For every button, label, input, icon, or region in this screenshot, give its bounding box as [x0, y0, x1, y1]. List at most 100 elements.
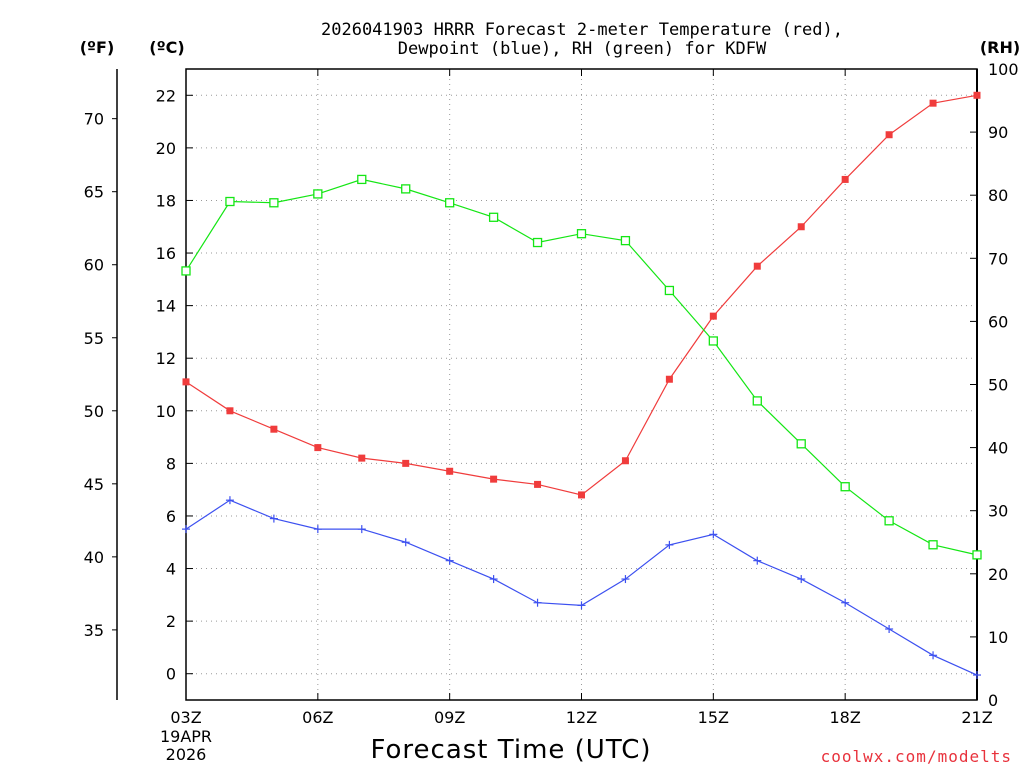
dewpoint-point [313, 525, 322, 534]
temperature-point [358, 454, 366, 462]
rh-axis-tick-label: 10 [988, 628, 1008, 647]
rh-axis-tick-label: 80 [988, 186, 1008, 205]
f-axis-tick-label: 55 [84, 329, 104, 348]
rh-axis-tick-label: 20 [988, 565, 1008, 584]
f-axis-tick-label: 50 [84, 402, 104, 421]
c-axis-tick-label: 12 [156, 349, 176, 368]
celsius-axis-label: (ºC) [149, 38, 184, 57]
rh-point [401, 184, 411, 194]
x-axis-tick-label: 15Z [698, 708, 729, 727]
rh-point [313, 189, 323, 199]
rh-point [488, 212, 499, 222]
rh-point [752, 396, 762, 406]
temperature-point [446, 467, 454, 475]
c-axis-tick-label: 14 [156, 297, 176, 316]
temperature-point [797, 223, 805, 231]
rh-point [972, 550, 982, 560]
temperature-point [270, 425, 278, 433]
rh-point [708, 336, 718, 346]
f-axis-tick-label: 65 [84, 183, 104, 202]
date-label-year: 2026 [166, 745, 207, 764]
temperature-point [314, 444, 322, 452]
series-layer [181, 91, 982, 680]
c-axis-tick-label: 0 [166, 665, 176, 684]
temperature-point [753, 262, 761, 270]
fahrenheit-axis-label: (ºF) [80, 38, 115, 57]
temperature-point [841, 175, 849, 183]
rh-point [269, 198, 279, 208]
dewpoint-point [885, 625, 894, 634]
x-axis-tick-label: 21Z [961, 708, 992, 727]
temperature-point [885, 131, 893, 139]
rh-point [576, 229, 587, 239]
rh-point [884, 516, 894, 526]
c-axis-tick-label: 16 [156, 244, 176, 263]
f-axis-tick-label: 60 [84, 256, 104, 275]
dewpoint-point [973, 671, 981, 680]
rh-axis-label: (RH) [980, 38, 1020, 57]
chart-title-line2: Dewpoint (blue), RH (green) for KDFW [398, 39, 767, 59]
dewpoint-point [797, 575, 806, 584]
rh-axis-tick-label: 50 [988, 376, 1008, 395]
dewpoint-point [357, 525, 366, 534]
rh-axis-tick-label: 60 [988, 312, 1008, 331]
x-axis-title: Forecast Time (UTC) [370, 735, 651, 765]
rh-point [664, 285, 675, 296]
date-label-day: 19APR [160, 727, 212, 746]
x-axis-tick-label: 18Z [830, 708, 861, 727]
rh-axis-tick-label: 70 [988, 249, 1008, 268]
c-axis-tick-label: 10 [156, 402, 176, 421]
ticks-layer: 0 2 4 6 8 10 12 14 16 18 20 22 03Z 06Z 09Z 12Z 15Z 18Z 21Z… [84, 60, 1019, 727]
temperature-point [929, 99, 937, 107]
dewpoint-point [577, 601, 586, 610]
dewpoint-point [929, 651, 938, 660]
x-axis-tick-label: 09Z [434, 708, 465, 727]
temperature-point [534, 480, 542, 488]
rh-point [796, 439, 806, 449]
c-axis-tick-label: 2 [166, 612, 176, 631]
temperature-point [226, 407, 234, 415]
f-axis-tick-label: 45 [84, 475, 104, 494]
dewpoint-point [269, 514, 278, 523]
temperature-point [665, 375, 673, 383]
rh-axis-tick-label: 90 [988, 123, 1008, 142]
credit-link[interactable]: coolwx.com/modelts [821, 747, 1012, 766]
rh-point [357, 174, 367, 185]
temperature-point [621, 457, 629, 465]
c-axis-tick-label: 22 [156, 86, 176, 105]
rh-point [445, 198, 455, 208]
rh-point [181, 266, 191, 276]
rh-point [840, 482, 850, 492]
dewpoint-point [489, 575, 498, 584]
dewpoint-point [621, 575, 630, 584]
dewpoint-point [665, 540, 674, 549]
dewpoint-point [709, 530, 718, 539]
f-axis-tick-label: 35 [84, 621, 104, 640]
rh-point [532, 237, 543, 248]
x-axis-tick-label: 03Z [170, 708, 201, 727]
dewpoint-point [225, 496, 234, 505]
temperature-point [578, 491, 585, 499]
rh-axis-tick-label: 0 [988, 691, 998, 710]
f-axis-tick-label: 70 [84, 110, 104, 129]
rh-point [928, 540, 938, 550]
chart-title-line1: 2026041903 HRRR Forecast 2-meter Tempera… [321, 20, 843, 40]
rh-axis-tick-label: 30 [988, 502, 1008, 521]
dewpoint-point [841, 598, 850, 607]
dewpoint-point [401, 538, 410, 547]
temperature-point [490, 475, 498, 483]
rh-axis-tick-label: 40 [988, 439, 1008, 458]
grid-layer [186, 69, 977, 700]
c-axis-tick-label: 8 [166, 454, 176, 473]
x-axis-tick-label: 12Z [566, 708, 597, 727]
dewpoint-point [182, 525, 190, 534]
c-axis-tick-label: 20 [156, 139, 176, 158]
x-axis-tick-label: 06Z [302, 708, 333, 727]
temperature-point [709, 312, 717, 320]
rh-point [620, 235, 631, 246]
rh-point [225, 196, 235, 207]
temperature-point [182, 378, 190, 386]
axes-layer [116, 68, 978, 701]
temperature-point [973, 91, 981, 99]
